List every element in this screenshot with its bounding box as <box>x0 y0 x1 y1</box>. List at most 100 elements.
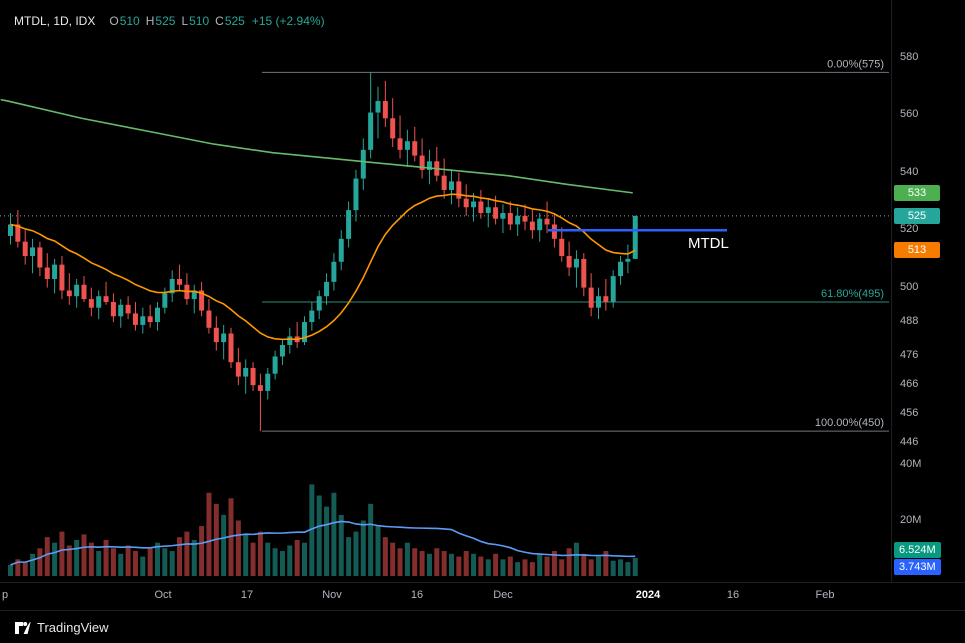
candle-body <box>478 201 484 213</box>
price-badge: 525 <box>894 207 940 224</box>
candle-body <box>287 336 293 345</box>
candle-body <box>279 345 285 357</box>
volume-bar <box>559 559 565 576</box>
volume-bar <box>140 556 146 576</box>
candle-body <box>581 258 587 288</box>
volume-bar <box>125 545 131 576</box>
volume-bar <box>360 520 366 576</box>
volume-bar <box>184 531 190 576</box>
price-badge: 533 <box>894 184 940 201</box>
candle-body <box>426 161 432 170</box>
volume-bar <box>30 553 36 576</box>
candle-body <box>471 201 477 208</box>
volume-bar <box>537 553 543 576</box>
time-tick: Feb <box>815 589 835 601</box>
candle-body <box>522 215 528 222</box>
ohlc-low-label: L <box>181 14 189 28</box>
price-tick: 446 <box>900 435 919 448</box>
volume-bar <box>37 548 43 576</box>
symbol-title[interactable]: MTDL, 1D, IDX <box>14 14 96 28</box>
tradingview-logo-icon[interactable] <box>14 620 31 635</box>
trendline-label[interactable]: MTDL <box>688 235 729 252</box>
candle-body <box>449 181 454 191</box>
volume-bar <box>15 559 21 576</box>
volume-bar <box>581 553 587 576</box>
ohlc-open-value: 510 <box>119 14 140 28</box>
candle-body <box>206 310 212 328</box>
candle-body <box>44 267 50 279</box>
volume-bar <box>177 537 183 576</box>
volume-bar <box>596 556 601 576</box>
candle-body <box>155 307 160 323</box>
price-tick: 466 <box>900 378 919 391</box>
volume-bar <box>353 531 359 576</box>
candle-body <box>103 296 109 302</box>
price-badge: 513 <box>894 242 940 259</box>
candle-body <box>610 276 616 302</box>
candle-body <box>632 215 638 259</box>
volume-bar <box>191 539 197 576</box>
time-tick: 16 <box>410 589 424 601</box>
candle-body <box>235 362 241 377</box>
volume-bar <box>588 559 594 576</box>
symbol-legend[interactable]: MTDL, 1D, IDX O510 H525 L510 C525 +15 (+2.94%… <box>14 14 325 28</box>
volume-bar <box>566 548 572 576</box>
volume-bar <box>169 551 175 576</box>
volume-bar <box>478 556 484 576</box>
candle-body <box>191 290 197 300</box>
volume-bar <box>515 562 521 576</box>
candle-body <box>397 138 403 150</box>
candle-body <box>618 261 624 277</box>
volume-bar <box>243 534 249 576</box>
candle-body <box>360 149 366 179</box>
time-axis[interactable]: p Oct 17 Nov 16 Dec 2024 16 Feb <box>0 582 965 611</box>
volume-bar <box>103 539 109 576</box>
candle-body <box>265 373 271 391</box>
volume-bar <box>155 542 160 576</box>
volume-bar <box>199 526 205 576</box>
ohlc-high-label: H <box>145 14 155 28</box>
candle-body <box>125 304 131 314</box>
candle-body <box>625 258 631 262</box>
volume-bar <box>272 548 278 576</box>
ohlc-high-value: 525 <box>155 14 176 28</box>
candle-body <box>316 296 322 311</box>
volume-bar <box>147 548 153 576</box>
volume-bar <box>346 537 352 576</box>
candle-body <box>96 296 102 308</box>
volume-bar <box>573 542 579 576</box>
volume-bar <box>22 562 28 576</box>
candle-body <box>88 299 94 308</box>
volume-bar <box>302 542 307 576</box>
ma-long-line <box>0 98 633 194</box>
candle-body <box>15 224 21 242</box>
volume-bar <box>419 551 425 576</box>
watermark-brand[interactable]: TradingView <box>37 619 109 635</box>
volume-bar <box>426 553 432 576</box>
ohlc-close-value: 525 <box>224 14 245 28</box>
volume-bar <box>257 531 263 576</box>
volume-bar <box>507 556 513 576</box>
candle-body <box>544 218 550 225</box>
candle-body <box>551 224 557 239</box>
candle-body <box>353 178 359 211</box>
volume-bar <box>52 542 58 576</box>
candle-body <box>250 367 256 386</box>
candle-body <box>515 215 521 225</box>
volume-bar <box>265 542 271 576</box>
volume-bar <box>551 551 557 576</box>
volume-bar <box>228 498 234 576</box>
volume-bar <box>66 545 72 576</box>
candle-body <box>485 207 491 213</box>
fib-level-label: 0.00%(575) <box>827 58 884 70</box>
volume-bar <box>309 484 315 576</box>
volume-bar <box>522 559 528 576</box>
fib-level-label: 61.80%(495) <box>821 288 884 300</box>
chart-area[interactable]: 0.00%(575) 61.80%(495) 100.00%(450) MTDL <box>0 0 965 610</box>
candle-body <box>588 287 594 308</box>
candle-body <box>140 316 146 325</box>
price-axis[interactable]: 580 560 540 520 500 488 476 466 456 446 40M 20M 533 5… <box>891 0 965 582</box>
candle-body <box>74 284 80 297</box>
volume-bar <box>493 553 499 576</box>
